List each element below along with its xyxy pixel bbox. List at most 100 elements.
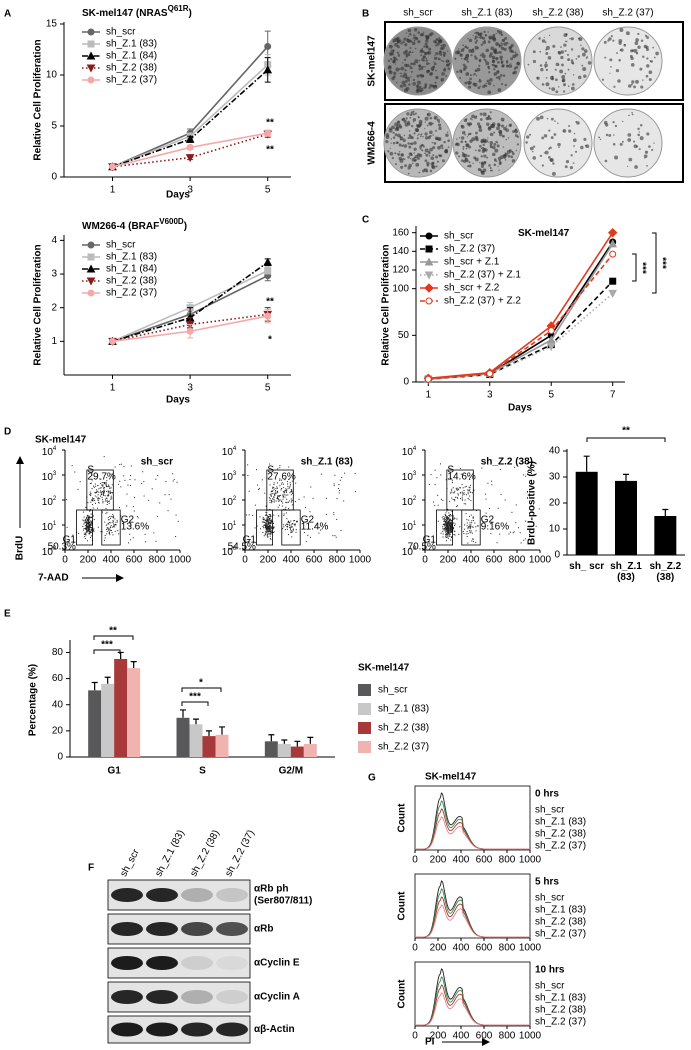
event-dot bbox=[118, 533, 120, 535]
event-dot bbox=[281, 505, 283, 507]
histogram-x-tick-label: 800 bbox=[499, 943, 516, 954]
event-dot bbox=[270, 495, 272, 497]
histogram-x-tick-label: 0 bbox=[412, 943, 418, 954]
event-dot bbox=[113, 517, 115, 519]
colony bbox=[429, 147, 433, 152]
event-dot bbox=[266, 524, 268, 526]
column-label: sh_Z.1 (83) bbox=[461, 8, 512, 19]
gate-value: 9.16% bbox=[481, 521, 509, 532]
event-dot bbox=[85, 522, 87, 524]
colony bbox=[635, 79, 639, 84]
event-dot bbox=[504, 499, 506, 501]
event-dot bbox=[172, 473, 174, 475]
colony bbox=[560, 46, 562, 48]
colony bbox=[539, 50, 542, 53]
legend-label: sh_Z.1 (83) bbox=[106, 39, 157, 50]
event-dot bbox=[343, 500, 345, 502]
event-dot bbox=[165, 481, 167, 483]
event-dot bbox=[266, 526, 268, 528]
colony bbox=[478, 128, 483, 132]
event-dot bbox=[320, 529, 322, 531]
event-dot bbox=[450, 523, 452, 525]
series-line bbox=[428, 232, 614, 380]
gate bbox=[461, 509, 481, 546]
colony bbox=[462, 148, 465, 150]
event-dot bbox=[450, 527, 452, 529]
event-dot bbox=[271, 531, 273, 533]
colony bbox=[561, 63, 564, 67]
event-dot bbox=[269, 529, 271, 531]
event-dot bbox=[82, 511, 84, 513]
colony bbox=[417, 135, 419, 137]
event-dot bbox=[443, 519, 445, 521]
event-dot bbox=[289, 500, 291, 502]
colony bbox=[422, 169, 425, 173]
colony bbox=[498, 169, 500, 171]
band bbox=[111, 1022, 143, 1037]
event-dot bbox=[172, 480, 174, 482]
event-dot bbox=[91, 499, 93, 501]
event-dot bbox=[445, 531, 447, 533]
event-dot bbox=[286, 491, 288, 493]
marker bbox=[186, 143, 194, 151]
colony bbox=[643, 154, 648, 158]
event-dot bbox=[273, 514, 275, 516]
colony bbox=[529, 146, 534, 151]
colony bbox=[460, 57, 463, 60]
event-dot bbox=[265, 525, 267, 527]
event-dot bbox=[93, 498, 95, 500]
colony bbox=[411, 41, 416, 46]
event-dot bbox=[256, 525, 258, 527]
event-dot bbox=[445, 479, 447, 481]
event-dot bbox=[106, 501, 108, 503]
tick-base: 10 bbox=[222, 547, 234, 558]
event-dot bbox=[451, 522, 453, 524]
event-dot bbox=[448, 515, 450, 517]
event-dot bbox=[451, 490, 453, 492]
event-dot bbox=[447, 521, 449, 523]
colony bbox=[417, 40, 421, 44]
x-tick-label: 3 bbox=[187, 383, 193, 394]
event-dot bbox=[448, 535, 450, 537]
event-dot bbox=[87, 502, 89, 504]
event-dot bbox=[465, 513, 467, 515]
colony bbox=[498, 162, 502, 166]
event-dot bbox=[286, 502, 288, 504]
x-tick-label: sh_ scr bbox=[569, 561, 605, 572]
flow-x-tick-label: 1000 bbox=[169, 555, 192, 566]
colony bbox=[440, 77, 445, 82]
colony bbox=[440, 144, 444, 148]
event-dot bbox=[289, 524, 291, 526]
colony bbox=[413, 152, 415, 154]
event-dot bbox=[95, 485, 97, 487]
colony bbox=[612, 39, 615, 42]
colony bbox=[420, 65, 424, 69]
event-dot bbox=[175, 536, 177, 538]
colony bbox=[468, 85, 472, 89]
significance-bracket bbox=[632, 253, 637, 282]
histogram-trace bbox=[415, 816, 530, 850]
colony bbox=[469, 77, 472, 81]
event-dot bbox=[90, 513, 92, 515]
band bbox=[216, 888, 248, 902]
event-dot bbox=[103, 483, 105, 485]
y-tick-label: 20 bbox=[52, 726, 64, 737]
event-dot bbox=[309, 511, 311, 513]
event-dot bbox=[105, 483, 107, 485]
colony bbox=[496, 126, 500, 131]
colony bbox=[631, 113, 634, 116]
event-dot bbox=[290, 526, 292, 528]
event-dot bbox=[100, 478, 102, 480]
colony bbox=[412, 82, 416, 86]
event-dot bbox=[252, 514, 254, 516]
colony bbox=[499, 55, 503, 60]
event-dot bbox=[103, 482, 105, 484]
event-dot bbox=[477, 525, 479, 527]
event-dot bbox=[499, 468, 501, 470]
colony bbox=[601, 78, 605, 81]
event-dot bbox=[267, 529, 269, 531]
event-dot bbox=[266, 525, 268, 527]
event-dot bbox=[104, 521, 106, 523]
colony bbox=[393, 59, 396, 62]
event-dot bbox=[520, 542, 522, 544]
